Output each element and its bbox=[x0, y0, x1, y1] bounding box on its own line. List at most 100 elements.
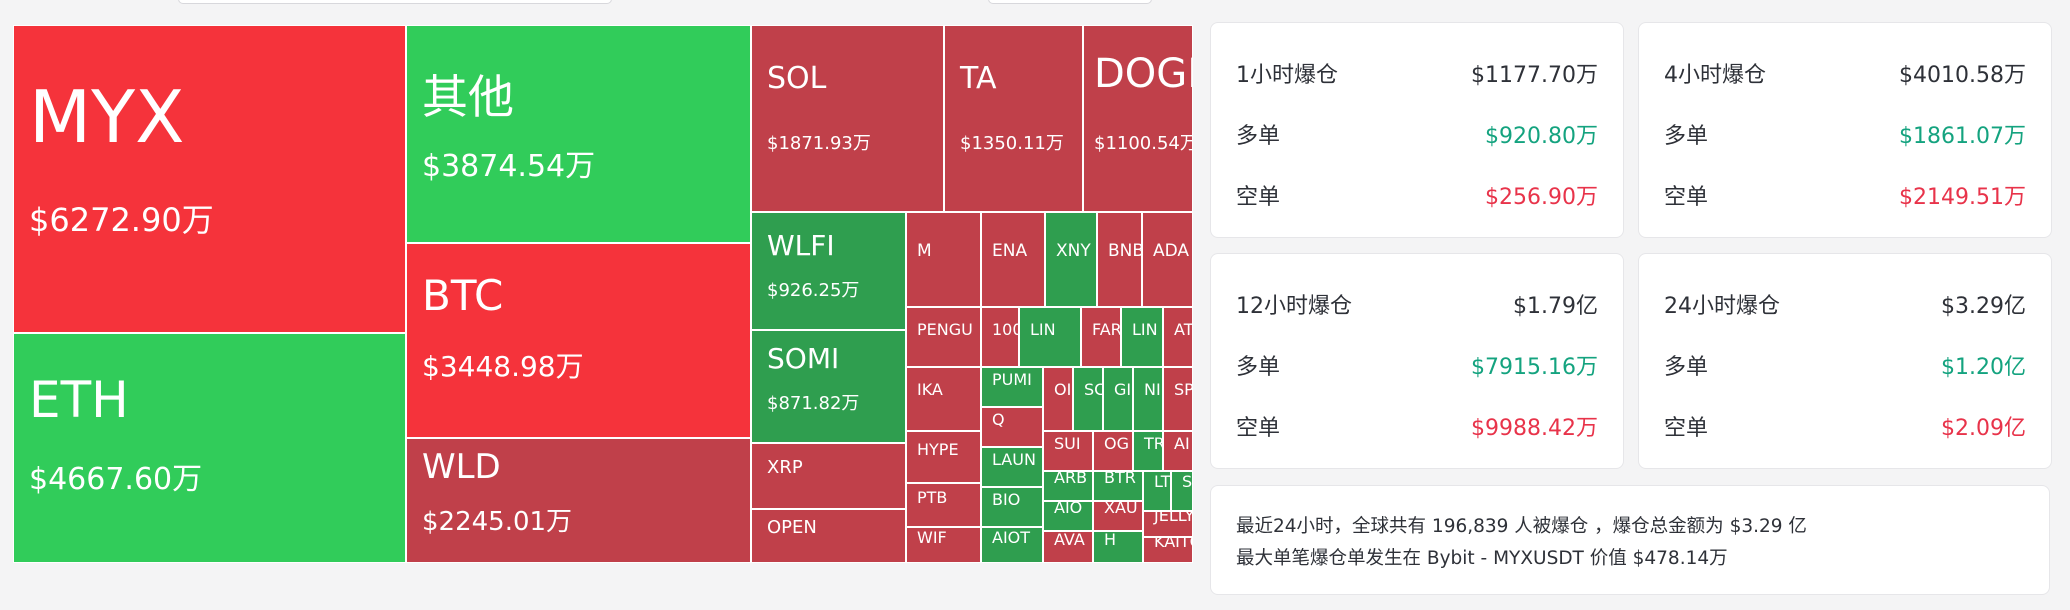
tile-value: $4667.60万 bbox=[29, 462, 203, 497]
treemap-tile[interactable]: IKA bbox=[906, 367, 981, 431]
card-title: 24小时爆仓 bbox=[1664, 294, 1780, 319]
short-label: 空单 bbox=[1236, 185, 1281, 210]
treemap-tile[interactable]: MYX $6272.90万 bbox=[13, 25, 406, 333]
tile-symbol: WLFI bbox=[767, 229, 835, 262]
tile-value: $3448.98万 bbox=[422, 350, 584, 383]
treemap-tile[interactable]: LIN bbox=[1019, 307, 1081, 367]
treemap-tile[interactable]: ETH $4667.60万 bbox=[13, 333, 406, 563]
card-row: 多单 $7915.16万 bbox=[1236, 349, 1598, 380]
treemap-tile[interactable]: ADA bbox=[1142, 212, 1193, 307]
treemap-tile[interactable]: TA $1350.11万 bbox=[944, 25, 1083, 212]
long-value: $7915.16万 bbox=[1471, 355, 1598, 380]
treemap-tile[interactable]: ATI bbox=[1163, 307, 1193, 367]
treemap-tile[interactable]: DOGE $1100.54万 bbox=[1083, 25, 1193, 212]
treemap-tile[interactable]: BNB bbox=[1097, 212, 1142, 307]
treemap-tile[interactable]: SC bbox=[1073, 367, 1103, 431]
tile-value: $2245.01万 bbox=[422, 507, 573, 537]
treemap-tile[interactable]: WLFI $926.25万 bbox=[751, 212, 906, 330]
treemap-tile[interactable]: AI bbox=[1163, 431, 1193, 471]
tile-symbol: SC bbox=[1084, 380, 1102, 399]
treemap-tile[interactable]: WLD $2245.01万 bbox=[406, 438, 751, 563]
tile-symbol: TA bbox=[960, 61, 997, 96]
long-label: 多单 bbox=[1236, 355, 1281, 380]
treemap-tile[interactable]: AIO bbox=[1043, 501, 1093, 531]
short-value: $2.09亿 bbox=[1941, 416, 2026, 441]
tile-symbol: XAU bbox=[1104, 501, 1138, 517]
tile-symbol: JELLY bbox=[1154, 511, 1193, 525]
treemap-tile[interactable]: LIN bbox=[1121, 307, 1163, 367]
treemap-tile[interactable]: BTC $3448.98万 bbox=[406, 243, 751, 438]
long-value: $1861.07万 bbox=[1899, 124, 2026, 149]
card-row: 4小时爆仓 $4010.58万 bbox=[1664, 57, 2026, 88]
tile-symbol: LAUN bbox=[992, 450, 1036, 469]
treemap-tile[interactable]: PUMI bbox=[981, 367, 1043, 407]
filter-control-edge[interactable] bbox=[988, 0, 1152, 4]
tile-symbol: ARB bbox=[1054, 471, 1088, 487]
treemap-tile[interactable]: KAITO bbox=[1143, 537, 1193, 563]
tile-symbol: OI bbox=[1054, 380, 1072, 399]
treemap-tile[interactable]: XNY bbox=[1045, 212, 1097, 307]
treemap-tile[interactable]: WIF bbox=[906, 527, 981, 563]
liquidation-card: 4小时爆仓 $4010.58万 多单 $1861.07万 空单 $2149.51万 bbox=[1638, 22, 2052, 238]
search-bar-edge[interactable] bbox=[178, 0, 612, 4]
treemap-tile[interactable]: XRP bbox=[751, 443, 906, 509]
tile-symbol: FAR bbox=[1092, 320, 1121, 339]
tile-symbol: AI bbox=[1174, 434, 1190, 453]
treemap-tile[interactable]: ARB bbox=[1043, 471, 1093, 501]
treemap-tile[interactable]: PTB bbox=[906, 483, 981, 527]
treemap-tile[interactable]: AVA bbox=[1043, 531, 1093, 563]
treemap-tile[interactable]: 其他 $3874.54万 bbox=[406, 25, 751, 243]
tile-symbol: ADA bbox=[1153, 240, 1190, 261]
treemap-tile[interactable]: SOL $1871.93万 bbox=[751, 25, 944, 212]
tile-symbol: 1000 bbox=[992, 320, 1018, 339]
tile-symbol: PENGU bbox=[917, 320, 973, 339]
treemap-tile[interactable]: TR bbox=[1133, 431, 1163, 471]
long-label: 多单 bbox=[1236, 124, 1281, 149]
treemap-tile[interactable]: LAUN bbox=[981, 447, 1043, 487]
card-row: 空单 $2149.51万 bbox=[1664, 179, 2026, 210]
card-row: 空单 $256.90万 bbox=[1236, 179, 1598, 210]
treemap-tile[interactable]: LT bbox=[1143, 471, 1171, 511]
treemap-tile[interactable]: ENA bbox=[981, 212, 1045, 307]
card-row: 24小时爆仓 $3.29亿 bbox=[1664, 288, 2026, 319]
treemap-tile[interactable]: NI bbox=[1133, 367, 1163, 431]
card-total: $3.29亿 bbox=[1941, 294, 2026, 319]
treemap-tile[interactable]: 1000 bbox=[981, 307, 1019, 367]
card-row: 12小时爆仓 $1.79亿 bbox=[1236, 288, 1598, 319]
tile-symbol: 其他 bbox=[422, 70, 514, 124]
treemap-tile[interactable]: SUI bbox=[1043, 431, 1093, 471]
treemap-tile[interactable]: PENGU bbox=[906, 307, 981, 367]
tile-value: $6272.90万 bbox=[29, 201, 214, 239]
treemap-tile[interactable]: AIOT bbox=[981, 527, 1043, 563]
tile-symbol: KAITO bbox=[1154, 537, 1192, 551]
treemap-tile[interactable]: FAR bbox=[1081, 307, 1121, 367]
treemap-tile[interactable]: M bbox=[906, 212, 981, 307]
tile-symbol: TR bbox=[1144, 434, 1163, 453]
treemap-tile[interactable]: OI bbox=[1043, 367, 1073, 431]
treemap-tile[interactable]: JELLY bbox=[1143, 511, 1193, 537]
tile-symbol: AIOT bbox=[992, 528, 1031, 547]
treemap-tile[interactable]: XAU bbox=[1093, 501, 1143, 531]
tile-symbol: BTC bbox=[422, 271, 504, 320]
tile-value: $926.25万 bbox=[767, 280, 860, 301]
treemap-tile[interactable]: SA bbox=[1171, 471, 1193, 511]
tile-symbol: LT bbox=[1154, 472, 1171, 491]
tile-symbol: NI bbox=[1144, 380, 1161, 399]
liquidation-card: 24小时爆仓 $3.29亿 多单 $1.20亿 空单 $2.09亿 bbox=[1638, 253, 2052, 469]
treemap-tile[interactable]: Q bbox=[981, 407, 1043, 447]
tile-symbol: OG bbox=[1104, 434, 1129, 453]
tile-symbol: XRP bbox=[767, 457, 803, 478]
treemap-tile[interactable]: OPEN bbox=[751, 509, 906, 563]
treemap-tile[interactable]: HYPE bbox=[906, 431, 981, 483]
short-value: $256.90万 bbox=[1485, 185, 1598, 210]
treemap-tile[interactable]: GI bbox=[1103, 367, 1133, 431]
treemap-tile[interactable]: BTR bbox=[1093, 471, 1143, 501]
card-row: 空单 $9988.42万 bbox=[1236, 410, 1598, 441]
treemap-tile[interactable]: BIO bbox=[981, 487, 1043, 527]
treemap-tile[interactable]: SOMI $871.82万 bbox=[751, 330, 906, 443]
long-value: $1.20亿 bbox=[1941, 355, 2026, 380]
treemap-tile[interactable]: OG bbox=[1093, 431, 1133, 471]
treemap-tile[interactable]: H bbox=[1093, 531, 1143, 563]
tile-symbol: SOMI bbox=[767, 342, 840, 375]
treemap-tile[interactable]: SP bbox=[1163, 367, 1193, 431]
